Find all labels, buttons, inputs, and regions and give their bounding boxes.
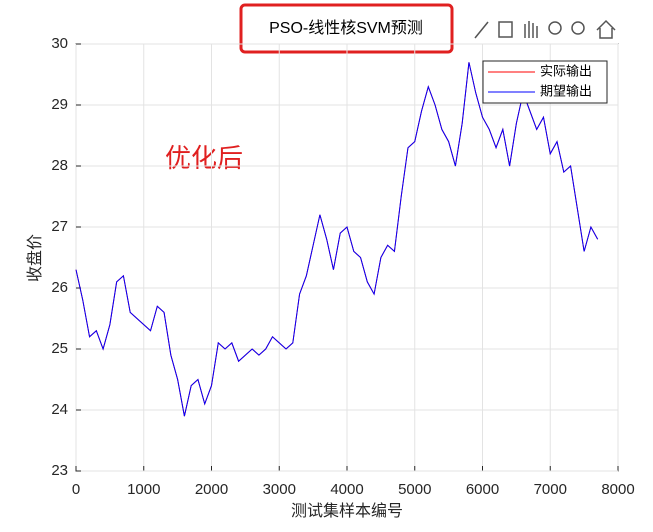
x-tick-label: 6000 — [466, 481, 499, 498]
y-tick-label: 26 — [51, 279, 68, 296]
y-tick-label: 30 — [51, 35, 68, 52]
y-tick-label: 29 — [51, 96, 68, 113]
x-tick-label: 7000 — [534, 481, 567, 498]
x-tick-label: 8000 — [601, 481, 634, 498]
zoom-in-icon[interactable] — [548, 21, 562, 35]
pan-icon[interactable] — [524, 21, 538, 38]
y-tick-label: 28 — [51, 157, 68, 174]
y-axis-label: 收盘价 — [25, 234, 44, 282]
zoom-out-icon[interactable] — [571, 21, 585, 35]
x-tick-label: 2000 — [195, 481, 228, 498]
lines — [75, 62, 599, 417]
data-tip-icon[interactable] — [498, 21, 513, 38]
x-tick-label: 4000 — [330, 481, 363, 498]
y-tick-label: 27 — [51, 218, 68, 235]
x-tick-label: 3000 — [263, 481, 296, 498]
chart-title: PSO-线性核SVM预测 — [269, 19, 423, 37]
toolbar — [474, 19, 616, 39]
annotation: 优化后 — [165, 143, 243, 173]
brush-icon[interactable] — [474, 21, 489, 39]
x-tick-label: 5000 — [398, 481, 431, 498]
y-tick-label: 24 — [51, 401, 68, 418]
x-axis-label: 测试集样本编号 — [291, 502, 403, 520]
legend-label: 实际输出 — [540, 63, 592, 78]
home-icon[interactable] — [596, 19, 616, 39]
y-tick-label: 23 — [51, 462, 68, 479]
y-tick-label: 25 — [51, 340, 68, 357]
x-tick-label: 0 — [72, 481, 80, 498]
x-tick-label: 1000 — [127, 481, 160, 498]
grid: 0 1000 2000 3000 4000 5000 6000 7000 8000 23 24 25 2… — [51, 35, 634, 498]
legend-box — [482, 60, 608, 104]
series-line — [75, 62, 599, 417]
legend-label: 期望输出 — [540, 83, 592, 98]
